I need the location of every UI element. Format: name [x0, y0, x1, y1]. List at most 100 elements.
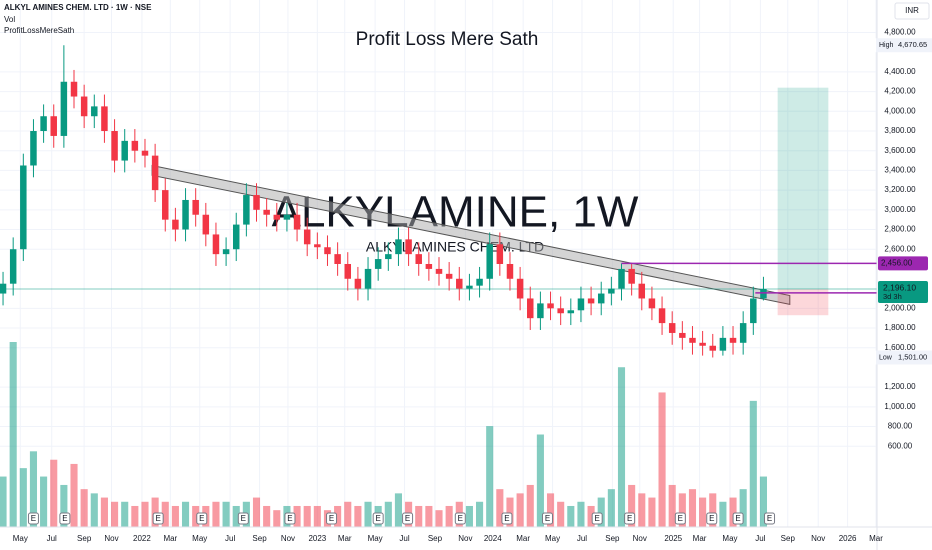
volume-bar	[212, 501, 220, 527]
candle-body	[222, 249, 230, 255]
volume-bar	[658, 392, 666, 527]
candle-body	[760, 289, 767, 299]
candle-body	[709, 345, 716, 351]
candle-body	[60, 81, 68, 136]
volume-bar	[486, 426, 494, 527]
x-tick-label: Jul	[47, 534, 57, 543]
candle-body	[668, 323, 676, 333]
volume-bar	[131, 505, 139, 527]
event-label: E	[329, 514, 334, 523]
event-marker	[764, 512, 776, 525]
y-tick-label: 2,000.00	[884, 303, 916, 312]
event-marker	[372, 512, 384, 525]
y-tick-label: 4,800.00	[884, 28, 916, 37]
volume-bar	[536, 434, 544, 527]
y-tick-label: 4,200.00	[884, 87, 916, 96]
x-tick-label: 2024	[484, 534, 502, 543]
x-tick-label: Sep	[252, 534, 267, 543]
y-tick-label: 800.00	[888, 422, 913, 431]
candle-body	[101, 106, 108, 132]
y-tick-label: 4,400.00	[884, 67, 916, 76]
volume-bar	[151, 497, 159, 527]
volume-bar	[506, 497, 514, 527]
candle-body	[273, 214, 281, 220]
volume-bar	[557, 501, 565, 527]
indicator: Vol	[4, 15, 15, 24]
x-tick-label: Jul	[577, 534, 587, 543]
candle-body	[577, 298, 585, 311]
candle-body	[466, 285, 473, 289]
event-marker	[732, 512, 744, 525]
y-tick-label: 4,000.00	[884, 106, 916, 115]
event-label: E	[627, 514, 632, 523]
chart-title: Profit Loss Mere Sath	[356, 29, 539, 50]
volume-bar	[334, 505, 342, 527]
volume-bar	[577, 501, 585, 527]
candle-body	[162, 190, 169, 220]
candle-body	[111, 131, 118, 161]
candle-body	[202, 214, 210, 235]
x-tick-label: Nov	[104, 534, 118, 543]
volume-bar	[719, 501, 727, 527]
volume-bar	[597, 497, 605, 527]
candle-body	[587, 298, 595, 304]
x-tick-label: Nov	[811, 534, 825, 543]
volume-bar	[699, 497, 707, 527]
volume-bar	[648, 497, 656, 527]
candle-body	[597, 293, 605, 304]
event-marker	[674, 512, 686, 525]
price-box-label: 2,456.00	[881, 259, 913, 268]
candle-body	[121, 140, 128, 161]
candle-body	[172, 219, 179, 230]
event-marker	[454, 512, 466, 525]
candle-body	[324, 247, 331, 255]
x-tick-label: May	[722, 534, 737, 543]
volume-bar	[465, 505, 473, 527]
candle-body	[364, 268, 372, 289]
candle-body	[689, 337, 696, 343]
event-label: E	[62, 514, 67, 523]
volume-bar	[252, 497, 261, 527]
event-label: E	[405, 514, 410, 523]
x-tick-label: May	[192, 534, 207, 543]
volume-bar	[354, 505, 362, 527]
volume-bar	[759, 476, 767, 527]
y-tick-label: 1,800.00	[884, 323, 916, 332]
event-marker	[59, 512, 71, 525]
event-marker	[501, 512, 513, 525]
candle-body	[435, 268, 443, 274]
y-tick-label: 3,800.00	[884, 126, 916, 135]
candle-body	[263, 209, 270, 215]
volume-bar	[476, 501, 484, 527]
candle-body	[547, 303, 554, 309]
event-marker	[196, 512, 208, 525]
volume-bar	[526, 484, 534, 527]
candle-body	[30, 131, 37, 166]
hl-tag	[872, 350, 876, 365]
candle-body	[50, 116, 57, 136]
volume-bar	[273, 510, 281, 527]
target-zone	[777, 87, 829, 290]
candle-body	[141, 150, 149, 156]
event-label: E	[31, 514, 36, 523]
x-tick-label: Mar	[163, 534, 177, 543]
volume-bar	[111, 501, 119, 527]
candle-body	[739, 323, 747, 343]
x-tick-label: Sep	[428, 534, 443, 543]
candle-body	[20, 165, 27, 250]
volume-bar	[181, 501, 190, 527]
volume-bar	[394, 493, 403, 527]
candle-body	[40, 116, 47, 132]
volume-bar	[80, 489, 88, 527]
candle-body	[70, 81, 78, 97]
currency-box	[894, 2, 930, 20]
y-tick-label: 3,400.00	[884, 166, 916, 175]
volume-bar	[628, 484, 636, 527]
volume-bar	[232, 505, 240, 527]
candle-body	[405, 239, 412, 255]
volume-bar	[161, 501, 169, 527]
volume-bar	[364, 501, 372, 527]
trend-channel	[151, 164, 791, 305]
event-label: E	[458, 514, 463, 523]
